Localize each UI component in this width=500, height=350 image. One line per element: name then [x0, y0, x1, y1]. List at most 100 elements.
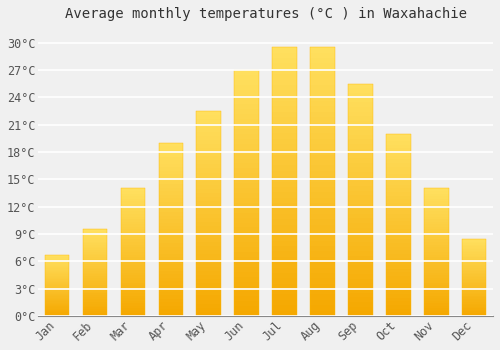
Bar	[234, 110, 259, 114]
Bar	[424, 219, 448, 222]
Bar	[158, 143, 183, 146]
Bar	[386, 203, 410, 206]
Bar	[310, 187, 335, 192]
Bar	[120, 209, 146, 211]
Bar	[83, 283, 108, 285]
Bar	[348, 274, 372, 279]
Bar	[45, 268, 70, 270]
Bar	[45, 271, 70, 272]
Bar	[462, 239, 486, 240]
Bar	[462, 290, 486, 291]
Bar	[196, 300, 221, 304]
Bar	[310, 160, 335, 166]
Bar	[386, 294, 410, 298]
Bar	[196, 259, 221, 263]
Bar	[120, 273, 146, 275]
Bar	[196, 292, 221, 295]
Bar	[462, 301, 486, 302]
Bar	[462, 291, 486, 293]
Bar	[272, 262, 297, 268]
Bar	[310, 144, 335, 149]
Bar	[348, 84, 372, 316]
Bar	[348, 126, 372, 130]
Bar	[234, 159, 259, 163]
Bar	[158, 274, 183, 278]
Bar	[462, 257, 486, 259]
Bar	[83, 248, 108, 250]
Bar	[462, 273, 486, 274]
Bar	[348, 144, 372, 149]
Bar	[196, 222, 221, 226]
Bar	[196, 226, 221, 230]
Bar	[120, 211, 146, 214]
Bar	[424, 222, 448, 224]
Bar	[310, 112, 335, 117]
Bar	[386, 280, 410, 283]
Bar	[234, 94, 259, 99]
Bar	[386, 258, 410, 261]
Bar	[462, 294, 486, 296]
Bar	[272, 166, 297, 171]
Bar	[45, 314, 70, 315]
Bar	[234, 257, 259, 262]
Bar	[424, 234, 448, 237]
Bar	[462, 285, 486, 287]
Bar	[120, 306, 146, 308]
Bar	[310, 230, 335, 235]
Bar	[45, 282, 70, 283]
Bar	[120, 278, 146, 280]
Bar	[196, 312, 221, 316]
Bar	[120, 237, 146, 239]
Bar	[310, 294, 335, 300]
Bar	[272, 187, 297, 192]
Bar	[272, 268, 297, 273]
Bar	[120, 260, 146, 262]
Bar	[234, 139, 259, 144]
Bar	[272, 112, 297, 117]
Bar	[45, 255, 70, 256]
Bar	[272, 106, 297, 112]
Bar	[462, 251, 486, 252]
Bar	[158, 226, 183, 230]
Bar	[158, 264, 183, 267]
Bar	[310, 47, 335, 52]
Bar	[348, 172, 372, 177]
Bar	[45, 279, 70, 281]
Bar	[196, 119, 221, 123]
Bar	[234, 252, 259, 257]
Bar	[234, 70, 259, 316]
Bar	[234, 208, 259, 213]
Bar	[386, 268, 410, 272]
Bar	[83, 234, 108, 236]
Bar	[120, 290, 146, 293]
Bar	[45, 292, 70, 293]
Bar	[120, 234, 146, 237]
Bar	[83, 241, 108, 243]
Bar	[310, 133, 335, 139]
Bar	[83, 254, 108, 256]
Bar	[45, 259, 70, 260]
Bar	[310, 284, 335, 289]
Bar	[196, 267, 221, 271]
Bar	[348, 88, 372, 93]
Bar	[462, 245, 486, 246]
Bar	[120, 201, 146, 204]
Bar	[424, 237, 448, 239]
Bar	[310, 262, 335, 268]
Bar	[310, 122, 335, 128]
Bar	[196, 214, 221, 218]
Bar	[120, 280, 146, 283]
Bar	[386, 214, 410, 218]
Bar	[196, 173, 221, 177]
Bar	[424, 306, 448, 308]
Bar	[386, 145, 410, 148]
Bar	[386, 272, 410, 276]
Bar	[310, 198, 335, 203]
Bar	[83, 238, 108, 240]
Bar	[386, 254, 410, 258]
Bar	[424, 252, 448, 255]
Bar	[158, 195, 183, 198]
Bar	[424, 188, 448, 191]
Bar	[462, 259, 486, 260]
Bar	[272, 273, 297, 278]
